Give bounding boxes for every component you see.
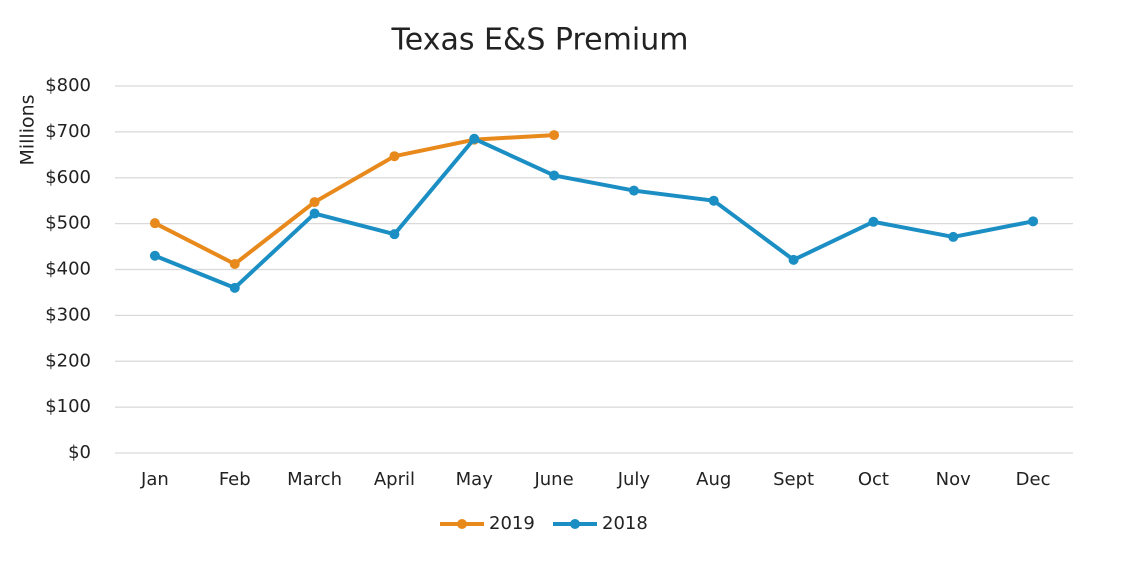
data-point xyxy=(549,130,560,141)
data-point xyxy=(389,151,400,162)
data-point xyxy=(229,282,240,293)
data-point xyxy=(628,185,639,196)
x-tick-label: June xyxy=(533,469,573,490)
x-tick-label: April xyxy=(374,469,415,490)
series-line xyxy=(154,133,555,266)
x-tick-label: Sept xyxy=(773,469,814,490)
data-point xyxy=(868,216,879,227)
data-point xyxy=(1028,216,1039,227)
data-point xyxy=(549,170,560,181)
x-tick-label: Jan xyxy=(140,469,169,490)
y-tick-label: $700 xyxy=(45,121,91,142)
y-tick-label: $0 xyxy=(68,442,91,463)
data-point xyxy=(948,231,959,242)
data-point xyxy=(389,229,400,240)
data-point xyxy=(469,133,480,144)
legend-marker xyxy=(570,519,580,529)
series-line xyxy=(154,136,1034,290)
data-point xyxy=(309,197,320,208)
x-tick-label: March xyxy=(287,469,342,490)
data-point xyxy=(229,258,240,269)
data-point xyxy=(309,208,320,219)
legend-label: 2018 xyxy=(602,513,648,534)
x-tick-label: May xyxy=(456,469,494,490)
data-point xyxy=(149,218,160,229)
legend-marker xyxy=(457,519,467,529)
y-tick-label: $800 xyxy=(45,75,91,96)
y-tick-label: $100 xyxy=(45,396,91,417)
x-tick-label: Oct xyxy=(858,469,889,490)
data-point xyxy=(788,254,799,265)
x-tick-label: July xyxy=(617,469,651,490)
x-tick-label: Aug xyxy=(696,469,731,490)
x-tick-label: Nov xyxy=(936,469,971,490)
chart-title: Texas E&S Premium xyxy=(391,23,689,58)
y-tick-label: $300 xyxy=(45,304,91,325)
legend-label: 2019 xyxy=(489,513,535,534)
y-tick-label: $200 xyxy=(45,350,91,371)
y-tick-label: $500 xyxy=(45,213,91,234)
data-point xyxy=(149,250,160,261)
x-tick-label: Dec xyxy=(1016,469,1051,490)
x-tick-label: Feb xyxy=(219,469,251,490)
y-tick-label: $600 xyxy=(45,167,91,188)
y-tick-label: $400 xyxy=(45,259,91,280)
y-axis-label: Millions xyxy=(17,94,39,165)
data-point xyxy=(708,195,719,206)
